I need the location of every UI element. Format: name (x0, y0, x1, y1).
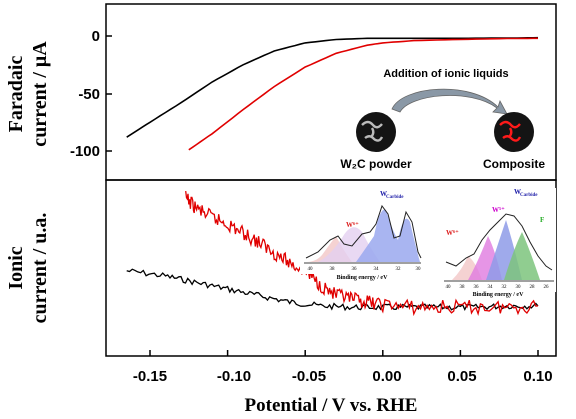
inset-2-xtick: 36 (474, 285, 480, 290)
xps-inset-1: W⁶⁺ W Carbide 40 38 36 34 32 30 Binding … (300, 190, 422, 281)
inset-1-xtick: 32 (396, 267, 402, 272)
inset-2-peak-f (504, 232, 540, 280)
inset-1-xtick: 36 (352, 267, 358, 272)
top-ylabel-line1: Faradaic (5, 56, 27, 133)
bottom-ylabel-line2: current / u.a. (29, 213, 51, 324)
inset-2-label-w: W (514, 188, 521, 196)
xtick-label: -0.15 (133, 368, 167, 385)
inset-1-xtick: 34 (374, 267, 380, 272)
inset-2-xtick: 40 (446, 285, 452, 290)
inset-1-xtick: 38 (330, 267, 336, 272)
top-panel-frame (105, 3, 557, 181)
composite-icon (494, 112, 534, 152)
top-yaxis: 0 -50 -100 (70, 28, 112, 160)
xtick-label: -0.05 (292, 368, 326, 385)
inset-2-xtick: 28 (530, 285, 536, 290)
top-ytick-label: -100 (70, 143, 100, 160)
inset-1-label-w6: W⁶⁺ (346, 221, 359, 229)
top-ytick-label: 0 (92, 28, 100, 45)
inset-1-xtick: 40 (308, 267, 314, 272)
arrow-text: Addition of ionic liquids (383, 68, 508, 80)
inset-2-xtick: 26 (544, 285, 550, 290)
inset-2-xlabel: Binding energy / eV (473, 292, 525, 298)
inset-2-label-carbide: Carbide (520, 193, 538, 198)
top-ylabel-line2: current / μA (29, 41, 51, 147)
bottom-ylabel-line1: Ionic (5, 246, 27, 289)
red-series-line (188, 37, 538, 151)
inset-2-label-w5: W⁵⁺ (492, 206, 505, 214)
xtick-label: 0.05 (447, 368, 476, 385)
top-ytick-label: -50 (78, 86, 100, 103)
w2c-powder-icon (356, 112, 396, 152)
arrow-icon (391, 88, 508, 115)
xps-inset-2: W⁶⁺ W⁵⁺ W Carbide F 40 38 36 34 32 30 28… (440, 188, 556, 298)
inset-1-peak-carbide (356, 209, 420, 262)
xtick-label: -0.10 (217, 368, 251, 385)
inset-1-xlabel: Binding energy / eV (337, 275, 389, 281)
inset-2-xtick: 32 (502, 285, 508, 290)
black-series-line (126, 36, 539, 138)
xtick-label: 0.10 (523, 368, 552, 385)
inset-2-xtick: 30 (516, 285, 522, 290)
w2c-powder-label: W₂C powder (340, 157, 412, 171)
composite-label: Composite (483, 157, 545, 171)
inset-2-label-w6: W⁶⁺ (446, 229, 459, 237)
bottom-series-group (126, 191, 539, 317)
inset-2-label-f: F (540, 216, 544, 224)
xaxis: -0.15 -0.10 -0.05 0.00 0.05 0.10 (133, 350, 553, 385)
inset-2-xtick: 34 (488, 285, 494, 290)
inset-1-envelope (305, 204, 422, 259)
inset-1-label-w: W (380, 190, 387, 198)
inset-1-label-carbide: Carbide (386, 195, 404, 200)
inset-2-xtick: 38 (460, 285, 466, 290)
inset-2-envelope (445, 213, 553, 271)
inset-1-xtick: 30 (416, 267, 422, 272)
top-series-group (126, 36, 539, 151)
xtick-label: 0.00 (372, 368, 401, 385)
xlabel: Potential / V vs. RHE (245, 395, 418, 416)
red-series-line (185, 191, 539, 317)
